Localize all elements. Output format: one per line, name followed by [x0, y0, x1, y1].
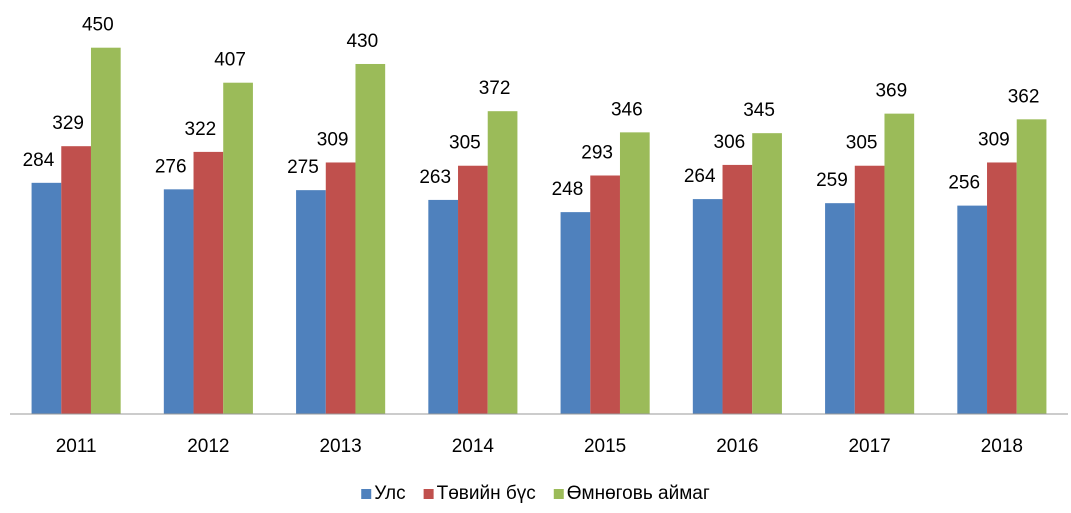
bar — [560, 212, 591, 414]
data-label: 293 — [581, 143, 613, 164]
data-label: 346 — [611, 99, 643, 120]
bar — [722, 164, 753, 414]
data-label: 345 — [743, 100, 775, 121]
data-label: 369 — [875, 81, 907, 102]
bar — [987, 162, 1017, 414]
bar — [61, 146, 91, 414]
bar — [428, 199, 459, 414]
bar — [884, 113, 915, 414]
bar — [590, 175, 620, 414]
data-label: 362 — [1008, 86, 1040, 107]
data-label: 450 — [82, 15, 114, 36]
x-tick-label: 2013 — [319, 436, 361, 457]
data-label: 372 — [479, 78, 511, 99]
legend-label: Өмнөговь аймаг — [567, 483, 710, 504]
data-label: 284 — [23, 150, 55, 171]
bar — [355, 63, 386, 414]
bar — [752, 133, 782, 415]
data-label: 309 — [317, 129, 349, 150]
legend-swatch — [361, 489, 372, 499]
legend-label: Улс — [374, 483, 405, 504]
data-label: 309 — [978, 129, 1010, 150]
bar — [1016, 119, 1047, 414]
data-label: 264 — [684, 166, 716, 187]
x-tick-label: 2012 — [187, 436, 229, 457]
data-label: 275 — [287, 157, 319, 178]
data-label: 322 — [185, 119, 217, 140]
data-label: 276 — [155, 156, 187, 177]
bar — [692, 199, 723, 414]
bar — [825, 203, 855, 414]
x-tick-label: 2011 — [56, 436, 97, 457]
bar — [193, 151, 224, 414]
legend-label: Төвийн бүс — [437, 483, 536, 504]
bar — [90, 47, 121, 414]
data-label: 248 — [552, 179, 584, 200]
x-tick-label: 2016 — [716, 436, 758, 457]
legend-swatch — [553, 489, 564, 499]
data-label: 306 — [714, 132, 746, 153]
x-tick-label: 2018 — [981, 436, 1023, 457]
data-label: 256 — [948, 173, 980, 194]
data-label: 430 — [346, 31, 378, 52]
bar — [854, 165, 885, 414]
x-tick-label: 2014 — [452, 436, 495, 457]
bar — [957, 205, 988, 414]
legend-swatch — [423, 489, 434, 499]
data-label: 263 — [419, 167, 451, 188]
bar — [223, 82, 253, 415]
bar — [487, 111, 518, 414]
data-label: 329 — [52, 113, 84, 134]
bar — [296, 190, 326, 414]
x-tick-label: 2015 — [584, 436, 626, 457]
bar — [163, 189, 194, 414]
x-tick-label: 2017 — [848, 436, 890, 457]
bar — [325, 162, 356, 414]
data-label: 305 — [449, 133, 481, 154]
bar — [619, 132, 650, 414]
bar — [458, 165, 488, 414]
data-label: 407 — [214, 50, 246, 71]
data-label: 259 — [816, 170, 848, 191]
data-label: 305 — [846, 133, 878, 154]
bar — [31, 182, 62, 414]
